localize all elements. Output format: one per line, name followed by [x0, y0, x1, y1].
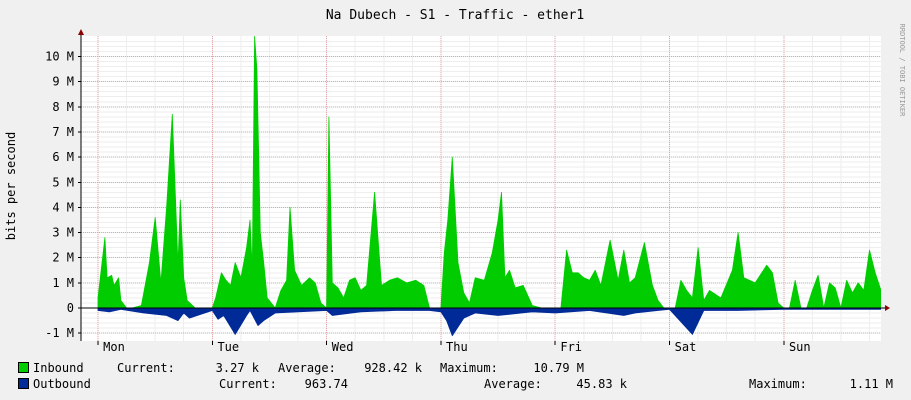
axes	[78, 29, 890, 345]
outbound-swatch	[18, 378, 29, 389]
outbound-current-label: Current:	[219, 377, 277, 391]
inbound-swatch	[18, 362, 29, 373]
chart-title: Na Dubech - S1 - Traffic - ether1	[326, 8, 584, 23]
y-tick-label: 4 M	[52, 200, 74, 214]
rrdtool-credit: RRDTOOL / TOBI OETIKER	[898, 24, 906, 118]
outbound-average-label: Average:	[484, 377, 542, 391]
y-tick-label: 10 M	[45, 50, 74, 64]
outbound-current-value: 963.74	[304, 377, 348, 391]
x-tick-label-mon: Mon	[103, 340, 125, 354]
inbound-average-value: 928.42 k	[364, 361, 422, 375]
inbound-maximum-value: 10.79 M	[533, 361, 584, 375]
y-tick-label: 8 M	[52, 100, 74, 114]
legend-outbound-entry: Outbound	[18, 377, 91, 391]
y-tick-label: 2 M	[52, 251, 74, 265]
x-tick-label-tue: Tue	[217, 340, 239, 354]
y-tick-label: 1 M	[52, 276, 74, 290]
y-tick-label: -1 M	[45, 326, 74, 340]
y-tick-label: 0	[67, 301, 74, 315]
outbound-maximum-label: Maximum:	[749, 377, 807, 391]
y-tick-label: 6 M	[52, 150, 74, 164]
y-tick-label: 9 M	[52, 75, 74, 89]
y-axis-arrow	[78, 29, 84, 35]
inbound-current-value: 3.27 k	[215, 361, 259, 375]
y-tick-label: 7 M	[52, 125, 74, 139]
outbound-maximum-value: 1.11 M	[849, 377, 893, 391]
legend-inbound-entry: Inbound	[18, 361, 84, 375]
outbound-label: Outbound	[33, 377, 91, 391]
inbound-current-label: Current:	[117, 361, 175, 375]
inbound-average-label: Average:	[278, 361, 336, 375]
y-tick-label: 5 M	[52, 175, 74, 189]
inbound-label: Inbound	[33, 361, 84, 375]
x-tick-label-sun: Sun	[789, 340, 811, 354]
series-outbound-area	[97, 307, 881, 337]
x-tick-label-wed: Wed	[332, 340, 354, 354]
x-axis-arrow	[885, 305, 890, 311]
x-tick-label-sat: Sat	[675, 340, 697, 354]
inbound-maximum-label: Maximum:	[440, 361, 498, 375]
y-axis-label: bits per second	[4, 132, 18, 240]
x-tick-label-fri: Fri	[560, 340, 582, 354]
x-tick-label-thu: Thu	[446, 340, 468, 354]
tick-labels: -1 M 0 1 M 2 M 3 M 4 M 5 M 6 M 7 M 8 M 9 M 10 M Mon T…	[45, 50, 811, 355]
y-tick-label: 3 M	[52, 226, 74, 240]
outbound-average-value: 45.83 k	[576, 377, 627, 391]
